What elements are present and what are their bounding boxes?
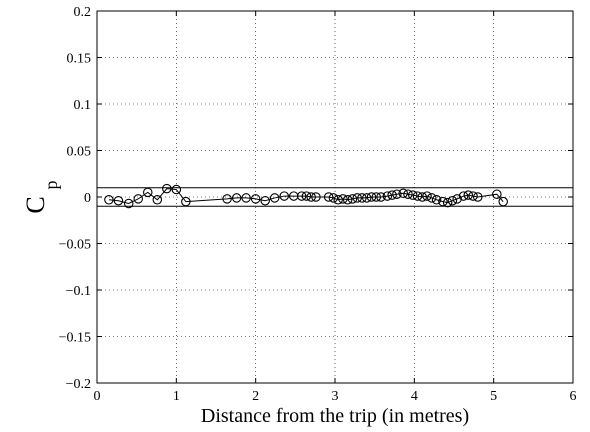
- data-point: [123, 198, 134, 209]
- data-point: [222, 194, 232, 204]
- data-point: [104, 195, 114, 205]
- data-point: [366, 192, 377, 202]
- y-axis-label: C p: [21, 181, 61, 214]
- data-point: [296, 191, 307, 201]
- y-tick-labels: −0.2 −0.15 −0.1 −0.05 0 0.05 0.1 0.15 0.2: [59, 5, 91, 392]
- y-tick-label: 0: [84, 191, 91, 206]
- data-point: [171, 184, 182, 195]
- data-point: [431, 195, 442, 205]
- data-point: [306, 192, 316, 202]
- data-point: [250, 194, 261, 204]
- y-tick-label: −0.15: [59, 331, 91, 346]
- x-axis-label: Distance from the trip (in metres): [201, 405, 469, 427]
- axis-ticks: [96, 10, 574, 384]
- data-point: [342, 195, 353, 205]
- data-point: [269, 193, 280, 203]
- data-point: [422, 191, 432, 201]
- data-point: [279, 191, 289, 201]
- data-point: [398, 188, 408, 199]
- data-point: [231, 193, 242, 203]
- data-point: [417, 192, 428, 202]
- data-point: [301, 191, 312, 201]
- x-tick-labels: 0 1 2 3 4 5 6: [94, 389, 577, 404]
- y-tick-label: 0.2: [74, 5, 92, 20]
- data-point: [347, 194, 358, 204]
- data-point: [338, 194, 348, 204]
- data-point: [323, 192, 334, 202]
- x-tick-label: 3: [332, 389, 339, 404]
- data-point: [143, 187, 153, 198]
- data-point: [357, 193, 367, 203]
- reference-lines: [97, 187, 573, 207]
- data-point: [452, 194, 462, 204]
- x-tick-label: 4: [411, 389, 418, 404]
- x-tick-label: 6: [570, 389, 577, 404]
- data-point: [447, 195, 458, 206]
- data-point: [498, 196, 508, 207]
- data-point: [333, 195, 343, 205]
- data-point: [468, 191, 478, 201]
- data-point: [438, 196, 448, 207]
- data-point: [371, 192, 382, 202]
- data-point: [463, 190, 474, 200]
- data-point: [473, 192, 483, 202]
- data-point: [133, 194, 144, 204]
- x-tick-label: 5: [490, 389, 497, 404]
- y-tick-label: −0.2: [66, 377, 91, 392]
- y-tick-label: 0.1: [74, 98, 92, 113]
- data-series: [104, 183, 508, 209]
- data-point: [181, 196, 191, 207]
- data-point: [442, 197, 453, 208]
- data-point: [260, 195, 270, 206]
- data-point: [152, 195, 163, 205]
- data-point: [328, 193, 339, 203]
- data-point: [407, 190, 418, 200]
- y-axis-label-main: C: [21, 196, 50, 213]
- data-point: [403, 189, 413, 199]
- y-tick-label: −0.1: [66, 284, 91, 299]
- data-point: [361, 193, 372, 203]
- data-point: [427, 193, 437, 203]
- data-point: [382, 191, 393, 201]
- data-point: [311, 192, 321, 202]
- x-tick-label: 0: [94, 389, 101, 404]
- x-tick-label: 2: [252, 389, 259, 404]
- data-point: [412, 191, 423, 201]
- data-point: [352, 193, 362, 203]
- data-point: [458, 191, 469, 201]
- data-point: [162, 183, 172, 194]
- data-point: [492, 189, 502, 199]
- y-tick-label: 0.15: [67, 52, 92, 67]
- data-point: [392, 189, 402, 199]
- y-tick-label: 0.05: [67, 145, 92, 160]
- data-point: [113, 195, 124, 206]
- data-point: [241, 193, 251, 203]
- y-axis-label-subscript: p: [41, 181, 61, 190]
- data-point: [376, 192, 386, 202]
- data-point: [387, 190, 397, 200]
- y-tick-label: −0.05: [59, 238, 91, 253]
- x-tick-label: 1: [173, 389, 180, 404]
